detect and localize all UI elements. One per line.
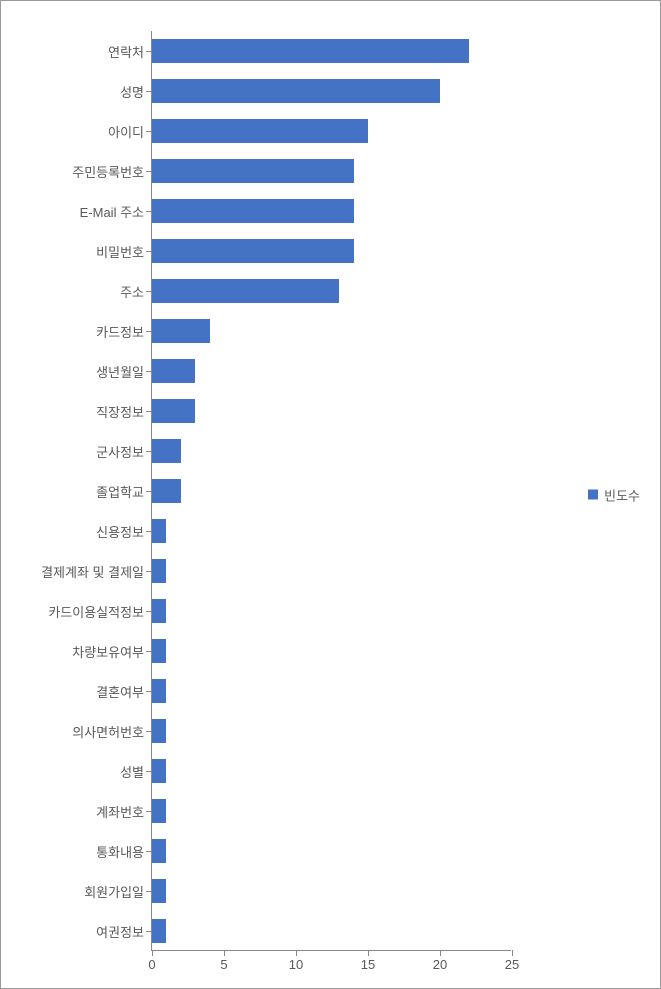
x-tick-label: 20 (433, 957, 447, 972)
y-axis-label: 주소 (120, 282, 144, 301)
y-tick-mark (146, 131, 152, 132)
bar (152, 479, 181, 503)
y-axis-label: 의사면허번호 (72, 722, 144, 741)
y-tick-mark (146, 251, 152, 252)
bar (152, 239, 354, 263)
x-tick-mark (152, 950, 153, 956)
x-tick-mark (224, 950, 225, 956)
bar (152, 79, 440, 103)
bar (152, 519, 166, 543)
y-axis-label: 계좌번호 (96, 802, 144, 821)
y-tick-mark (146, 451, 152, 452)
y-axis-label: 통화내용 (96, 842, 144, 861)
bar (152, 799, 166, 823)
y-axis-label: 카드정보 (96, 322, 144, 341)
x-tick-mark (368, 950, 369, 956)
bar (152, 159, 354, 183)
y-tick-mark (146, 91, 152, 92)
y-tick-mark (146, 491, 152, 492)
y-tick-mark (146, 731, 152, 732)
y-tick-mark (146, 291, 152, 292)
y-axis-label: 주민등록번호 (72, 162, 144, 181)
y-tick-mark (146, 331, 152, 332)
y-tick-mark (146, 571, 152, 572)
x-tick-mark (440, 950, 441, 956)
y-tick-mark (146, 891, 152, 892)
y-tick-mark (146, 411, 152, 412)
y-axis-label: E-Mail 주소 (80, 202, 144, 221)
y-axis-label: 결혼여부 (96, 682, 144, 701)
y-axis-label: 직장정보 (96, 402, 144, 421)
y-tick-mark (146, 171, 152, 172)
y-axis-label: 성별 (120, 762, 144, 781)
bar (152, 399, 195, 423)
y-axis-label: 신용정보 (96, 522, 144, 541)
y-tick-mark (146, 691, 152, 692)
y-axis-label: 성명 (120, 82, 144, 101)
chart-container: 0510152025 빈도수 연락처성명아이디주민등록번호E-Mail 주소비밀… (0, 0, 661, 989)
plot-area: 0510152025 (151, 31, 511, 951)
y-tick-mark (146, 931, 152, 932)
bar (152, 679, 166, 703)
y-tick-mark (146, 531, 152, 532)
bar (152, 919, 166, 943)
x-tick-label: 5 (220, 957, 227, 972)
x-tick-mark (512, 950, 513, 956)
x-tick-mark (296, 950, 297, 956)
legend: 빈도수 (588, 485, 640, 504)
y-tick-mark (146, 771, 152, 772)
bar (152, 359, 195, 383)
y-axis-label: 아이디 (108, 122, 144, 141)
y-axis-label: 졸업학교 (96, 482, 144, 501)
y-axis-label: 결제계좌 및 결제일 (41, 562, 144, 581)
y-axis-label: 생년월일 (96, 362, 144, 381)
x-tick-label: 0 (148, 957, 155, 972)
bar (152, 39, 469, 63)
y-axis-label: 여권정보 (96, 922, 144, 941)
y-tick-mark (146, 371, 152, 372)
legend-marker (588, 490, 598, 500)
x-tick-label: 15 (361, 957, 375, 972)
y-axis-label: 차량보유여부 (72, 642, 144, 661)
bar (152, 759, 166, 783)
bar (152, 279, 339, 303)
bar (152, 879, 166, 903)
y-tick-mark (146, 211, 152, 212)
bar (152, 599, 166, 623)
x-tick-label: 25 (505, 957, 519, 972)
bar (152, 839, 166, 863)
bar (152, 199, 354, 223)
bar (152, 119, 368, 143)
legend-label: 빈도수 (604, 485, 640, 504)
y-tick-mark (146, 811, 152, 812)
bar (152, 439, 181, 463)
y-axis-label: 비밀번호 (96, 242, 144, 261)
y-tick-mark (146, 851, 152, 852)
bar (152, 319, 210, 343)
y-axis-label: 회원가입일 (84, 882, 144, 901)
y-axis-label: 카드이용실적정보 (48, 602, 144, 621)
x-tick-label: 10 (289, 957, 303, 972)
y-tick-mark (146, 651, 152, 652)
bar (152, 559, 166, 583)
y-axis-label: 군사정보 (96, 442, 144, 461)
y-axis-label: 연락처 (108, 42, 144, 61)
bar (152, 719, 166, 743)
y-tick-mark (146, 611, 152, 612)
y-tick-mark (146, 51, 152, 52)
bar (152, 639, 166, 663)
